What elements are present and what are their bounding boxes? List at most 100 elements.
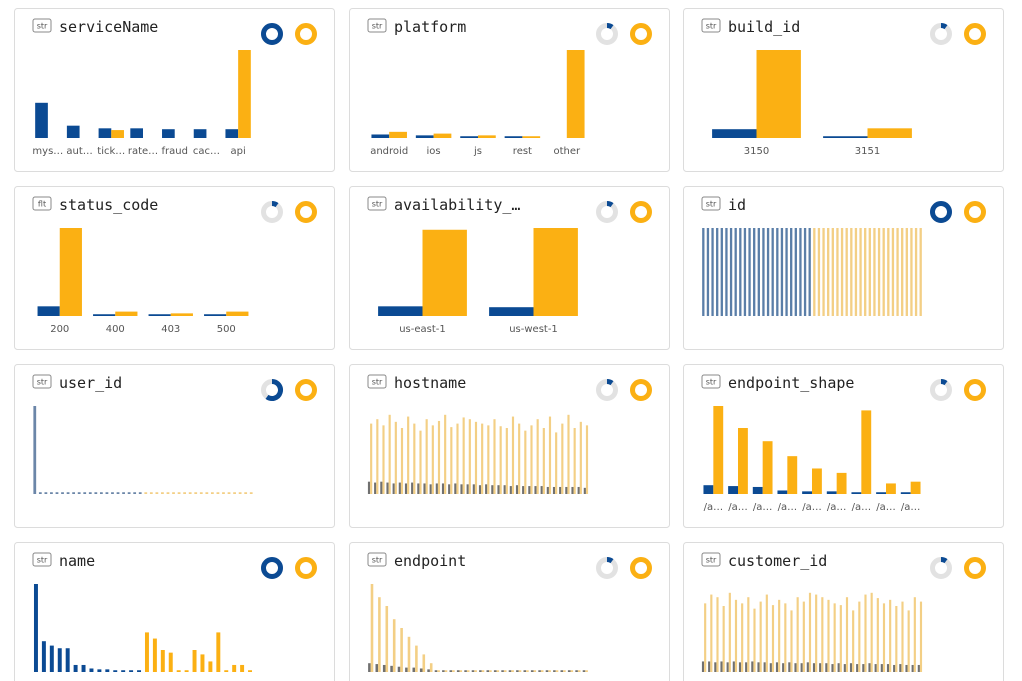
filter-ring[interactable] (964, 201, 986, 223)
bar (386, 482, 389, 494)
bar (757, 228, 760, 316)
bar (411, 482, 414, 494)
bar (862, 664, 865, 672)
bar (166, 492, 170, 494)
card[interactable]: flt status_code 200 400 403 500 (14, 186, 335, 350)
card-title: endpoint_shape (728, 374, 854, 392)
bar (561, 423, 564, 494)
type-tag: str (706, 556, 717, 565)
bar (400, 428, 404, 494)
bar (817, 228, 821, 316)
bar (893, 664, 896, 672)
bar (462, 417, 465, 494)
bar (728, 486, 738, 494)
bar (732, 661, 735, 672)
category-label: rate… (128, 146, 158, 157)
bar (914, 228, 918, 316)
bar (511, 416, 515, 494)
card[interactable]: str build_id 3150 3151 (683, 8, 1004, 172)
filter-ring[interactable] (630, 557, 652, 579)
category-label: /a… (778, 502, 798, 513)
bar (806, 662, 809, 672)
bar (538, 670, 541, 672)
filter-ring[interactable] (630, 379, 652, 401)
bar (83, 492, 87, 494)
bar (444, 414, 447, 494)
card[interactable]: str name (14, 542, 335, 681)
bar (571, 486, 574, 494)
category-label: 403 (161, 324, 180, 335)
category-label: rest (513, 146, 532, 157)
bar (837, 663, 840, 672)
ring-fill (606, 201, 614, 208)
bar (874, 664, 877, 672)
card[interactable]: str platform android ios js rest other (349, 8, 670, 172)
bar (496, 670, 500, 672)
filter-ring[interactable] (295, 201, 317, 223)
bar (831, 664, 834, 672)
bar (481, 423, 484, 494)
bar (555, 670, 559, 672)
card-title: customer_id (728, 552, 827, 570)
bar (882, 603, 886, 672)
bar (137, 670, 142, 672)
bar (431, 425, 434, 494)
type-tag-box (367, 18, 387, 33)
bar (160, 650, 165, 672)
bar (479, 670, 482, 672)
bar (144, 632, 149, 672)
filter-ring[interactable] (630, 201, 652, 223)
filter-ring[interactable] (295, 379, 317, 401)
bar (748, 228, 751, 316)
bar (516, 670, 519, 672)
filter-ring[interactable] (964, 557, 986, 579)
card[interactable]: str serviceName mys… aut… tick… rate… fraud cac… (14, 8, 335, 172)
filter-ring[interactable] (295, 23, 317, 45)
bar (232, 664, 237, 672)
bar (441, 483, 445, 494)
type-tag-box (367, 196, 387, 211)
card[interactable]: str user_id (14, 364, 335, 528)
bar (382, 425, 385, 494)
bar (226, 311, 249, 316)
bar (734, 599, 738, 672)
bar (910, 228, 913, 316)
bar (886, 483, 896, 494)
bar (876, 598, 879, 672)
bar (88, 492, 92, 494)
card[interactable]: str endpoint (349, 542, 670, 681)
card[interactable]: str availability_… us-east-1 us-west-1 (349, 186, 670, 350)
card[interactable]: str endpoint_shape/a… /a… /a… /a… /a… /a… /a… /a… (683, 364, 1004, 528)
ring-fill (940, 23, 948, 30)
filter-ring[interactable] (964, 23, 986, 45)
bar (585, 425, 589, 494)
category-label: /a… (802, 502, 822, 513)
category-label: /a… (901, 502, 921, 513)
card-frame (349, 8, 670, 172)
card[interactable]: str id (683, 186, 1004, 350)
bar (57, 648, 62, 672)
bar (172, 492, 175, 494)
bar (77, 492, 81, 494)
card[interactable]: str hostname (349, 364, 670, 528)
bar (800, 663, 803, 672)
bar (425, 419, 428, 494)
card-frame (349, 542, 670, 681)
bar (222, 492, 225, 494)
bar (729, 228, 733, 316)
bar (849, 663, 853, 672)
bar (111, 130, 124, 138)
card-title: build_id (728, 18, 800, 36)
bar (170, 313, 193, 316)
bar (390, 665, 393, 672)
bar (864, 228, 867, 316)
bar (73, 664, 78, 672)
bar (567, 670, 571, 672)
filter-ring[interactable] (630, 23, 652, 45)
filter-ring[interactable] (964, 379, 986, 401)
bar (738, 428, 748, 494)
filter-ring[interactable] (295, 557, 317, 579)
bar (887, 228, 890, 316)
bar (127, 492, 131, 494)
card[interactable]: str customer_id (683, 542, 1004, 681)
